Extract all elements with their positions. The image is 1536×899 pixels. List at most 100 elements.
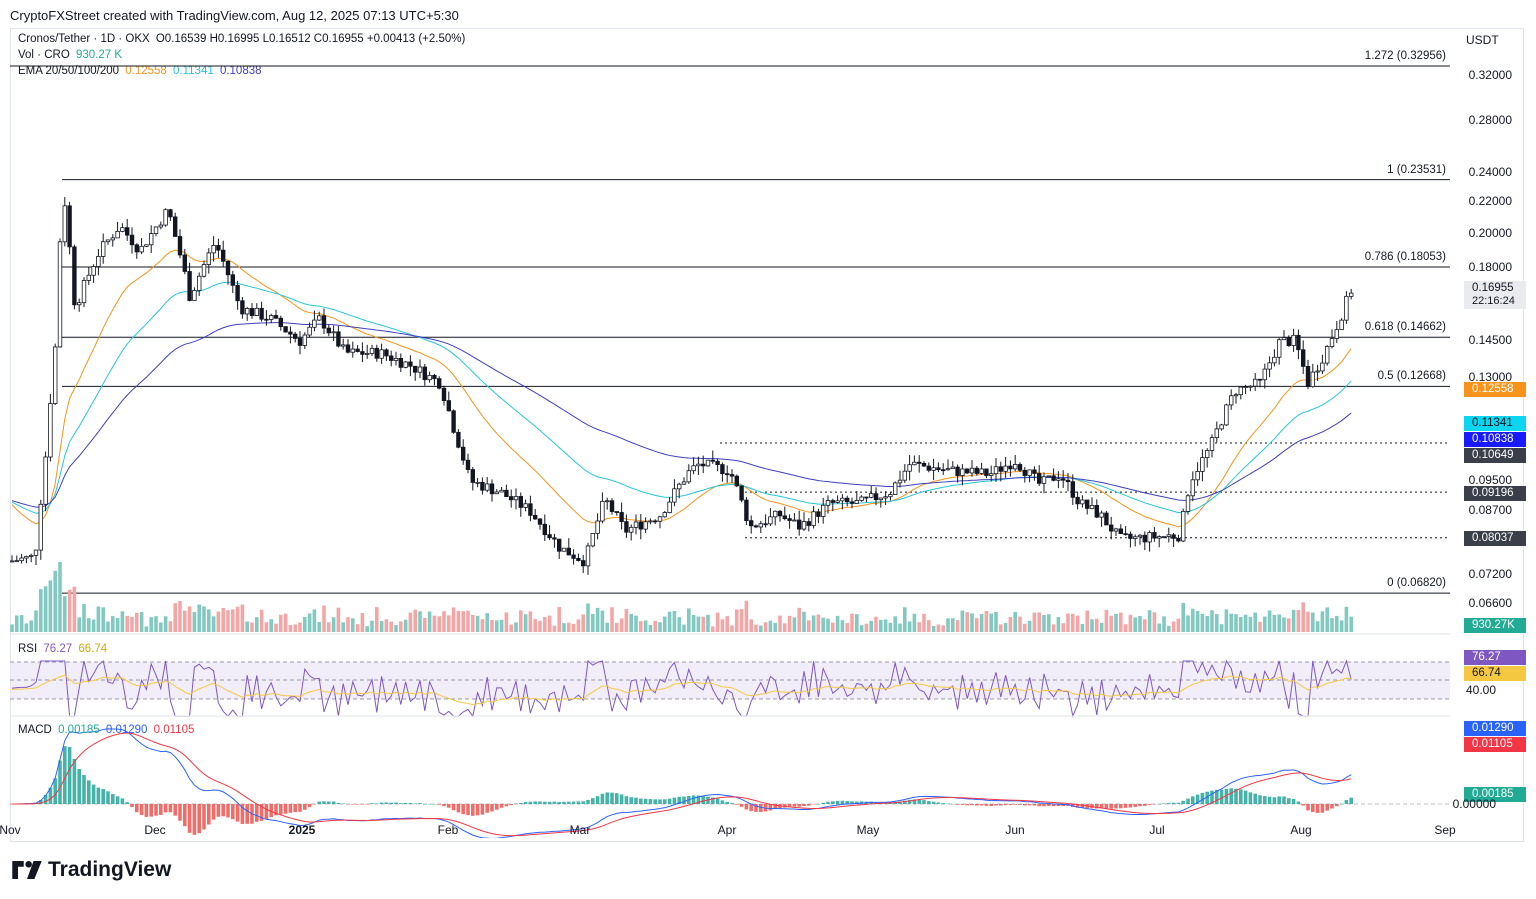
candle-body	[595, 520, 600, 534]
volume-bar	[639, 621, 643, 632]
candle-body	[566, 547, 571, 556]
volume-bar	[125, 615, 129, 632]
macd-histogram-bar	[730, 803, 734, 804]
macd-histogram-bar	[1061, 804, 1065, 806]
candle-body	[974, 467, 979, 474]
candle-body	[787, 518, 792, 521]
volume-bar	[783, 623, 787, 632]
volume-legend[interactable]: Vol · CRO 930.27 K	[18, 49, 125, 61]
candle-body	[465, 459, 471, 470]
symbol-name[interactable]: Cronos/Tether · 1D · OKX	[18, 33, 150, 45]
macd-histogram-bar	[298, 804, 302, 812]
volume-bar	[1287, 618, 1291, 632]
volume-bar	[619, 618, 624, 632]
volume-bar	[600, 610, 605, 632]
volume-bar	[845, 622, 849, 632]
candle-body	[1281, 337, 1287, 341]
volume-bar	[317, 621, 321, 632]
volume-bar	[331, 617, 336, 632]
macd-legend[interactable]: MACD 0.00185 0.01290 0.01105	[18, 724, 197, 736]
macd-histogram-bar	[1032, 804, 1037, 806]
macd-histogram-bar	[447, 804, 451, 808]
volume-bar	[1325, 607, 1329, 632]
volume-bar	[567, 622, 571, 632]
candle-body	[81, 279, 87, 304]
candle-body	[931, 467, 936, 471]
volume-bar	[965, 612, 969, 632]
volume-bar	[456, 611, 461, 632]
candle-body	[345, 344, 351, 353]
candle-body	[1089, 505, 1095, 509]
volume-bar	[63, 596, 67, 632]
macd-histogram-bar	[715, 798, 720, 804]
volume-bar	[312, 609, 317, 632]
price-chart[interactable]	[10, 28, 1452, 838]
volume-bar	[447, 615, 451, 632]
candle-body	[513, 496, 519, 501]
tradingview-logo[interactable]: TradingView	[12, 858, 171, 882]
rsi-legend[interactable]: RSI 76.27 66.74	[18, 643, 110, 655]
candle-body	[955, 466, 960, 476]
candle-body	[220, 249, 226, 262]
macd-histogram-bar	[211, 804, 216, 820]
macd-histogram-bar	[221, 804, 225, 817]
candle-body	[921, 462, 927, 467]
candle-body	[941, 469, 946, 472]
macd-histogram-bar	[1138, 804, 1142, 807]
macd-histogram-bar	[739, 804, 744, 807]
currency-label[interactable]: USDT	[1466, 33, 1499, 47]
macd-histogram-bar	[586, 799, 590, 804]
candle-body	[288, 331, 293, 335]
macd-histogram-bar	[1234, 788, 1238, 804]
macd-histogram-bar	[1306, 804, 1310, 811]
candle-body	[1238, 386, 1243, 396]
macd-histogram-bar	[125, 802, 129, 804]
macd-histogram-bar	[677, 796, 681, 804]
candle-body	[657, 516, 663, 522]
macd-histogram-bar	[130, 804, 134, 808]
macd-histogram-bar	[168, 804, 173, 813]
volume-bar	[1277, 614, 1281, 632]
macd-histogram-bar	[187, 804, 192, 833]
price-tick: 0.08700	[1468, 503, 1512, 517]
ema-legend[interactable]: EMA 20/50/100/200 0.12558 0.11341 0.1083…	[18, 65, 265, 77]
macd-histogram-bar	[653, 799, 657, 804]
volume-bar	[1215, 614, 1219, 632]
candle-body	[1214, 428, 1219, 439]
macd-histogram-bar	[331, 801, 336, 804]
macd-histogram-bar	[629, 797, 633, 804]
candle-body	[758, 523, 763, 528]
symbol-legend[interactable]: Cronos/Tether · 1D · OKX O0.16539 H0.169…	[18, 33, 468, 45]
candle-body	[403, 361, 408, 368]
macd-histogram-bar	[946, 803, 950, 805]
macd-histogram-bar	[1243, 790, 1248, 804]
macd-histogram-bar	[1090, 804, 1094, 809]
candle-body	[835, 500, 840, 503]
volume-bar	[1248, 616, 1253, 632]
macd-histogram-bar	[485, 804, 489, 813]
candle-body	[1094, 505, 1099, 518]
candle-body	[1166, 534, 1171, 537]
macd-histogram-bar	[495, 804, 499, 810]
volume-bar	[821, 617, 825, 632]
candle-body	[1243, 386, 1248, 389]
candle-body	[878, 497, 883, 501]
volume-bar	[1008, 617, 1013, 632]
macd-histogram-bar	[1248, 792, 1253, 804]
candle-body	[388, 355, 394, 361]
candle-body	[446, 400, 451, 412]
volume-bar	[485, 613, 489, 632]
candle-body	[979, 468, 984, 474]
candle-body	[273, 315, 279, 319]
macd-histogram-bar	[1147, 804, 1152, 805]
volume-bar	[557, 607, 561, 632]
candle-body	[720, 464, 725, 475]
volume-bar	[1301, 602, 1305, 632]
macd-histogram-bar	[269, 804, 273, 818]
volume-bar	[245, 621, 249, 632]
candle-body	[101, 241, 106, 257]
candle-body	[1291, 334, 1296, 346]
macd-histogram-bar	[797, 804, 801, 807]
macd-histogram-bar	[442, 804, 446, 807]
volume-bar	[835, 615, 840, 632]
